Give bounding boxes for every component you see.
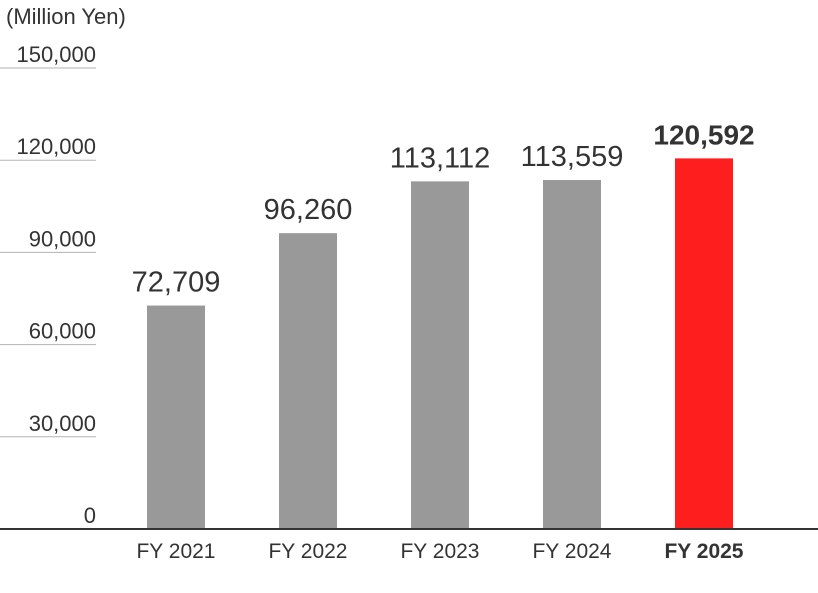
bar bbox=[675, 158, 733, 529]
bar-value-label: 113,559 bbox=[521, 141, 624, 173]
y-tick-label: 60,000 bbox=[29, 319, 96, 344]
x-tick-label: FY 2025 bbox=[664, 540, 743, 563]
y-tick-label: 120,000 bbox=[16, 134, 96, 159]
x-tick-label: FY 2021 bbox=[136, 540, 215, 563]
y-tick-label: 0 bbox=[84, 503, 96, 528]
bar bbox=[147, 305, 205, 529]
bar bbox=[543, 179, 601, 529]
bar-value-label: 72,709 bbox=[132, 267, 221, 299]
y-tick-label: 30,000 bbox=[29, 411, 96, 436]
x-tick-label: FY 2023 bbox=[400, 540, 479, 563]
bar-value-label: 113,112 bbox=[390, 142, 491, 174]
y-tick-label: 90,000 bbox=[29, 226, 96, 251]
bar-value-label: 120,592 bbox=[653, 119, 754, 150]
bar bbox=[411, 181, 469, 529]
x-tick-label: FY 2022 bbox=[268, 540, 347, 563]
bar-value-label: 96,260 bbox=[264, 194, 353, 226]
y-tick-label: 150,000 bbox=[16, 42, 96, 67]
bar bbox=[279, 233, 337, 529]
x-tick-label: FY 2024 bbox=[532, 540, 611, 563]
y-axis-unit-label: (Million Yen) bbox=[6, 4, 126, 29]
